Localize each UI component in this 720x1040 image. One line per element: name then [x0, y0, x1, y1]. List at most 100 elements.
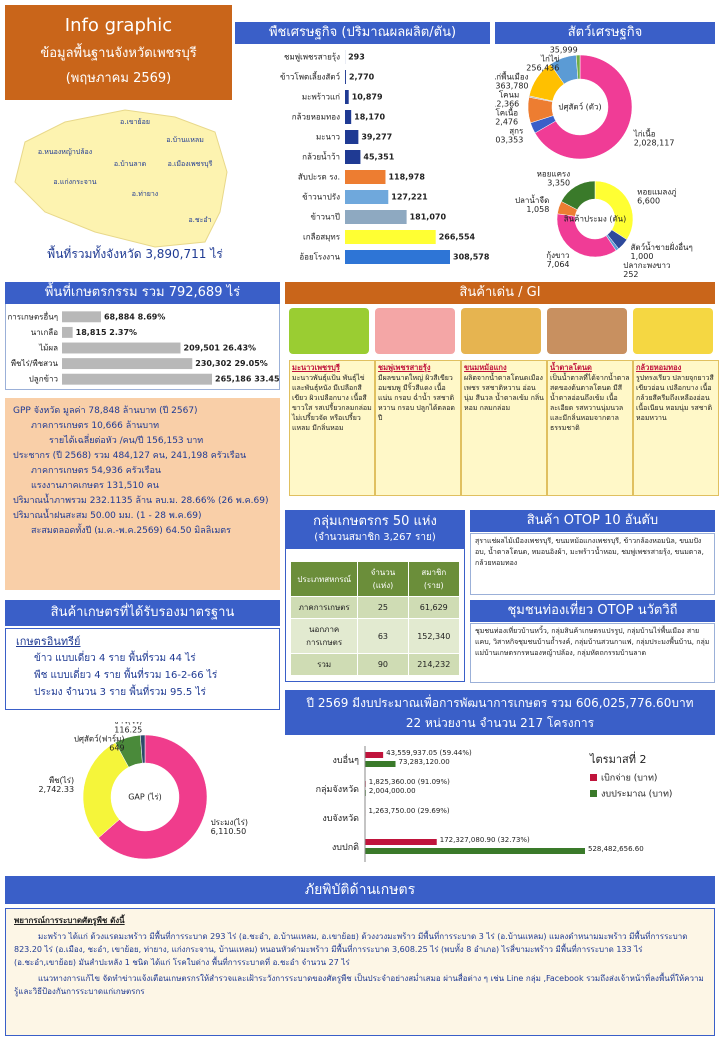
legend-swatch	[590, 774, 597, 781]
gi-desc: มีผลขนาดใหญ่ ผิวสีเขียวอมชมพู มีริ้วสีแด…	[378, 374, 455, 422]
district-label: อ.หนองหญ้าปล้อง	[38, 148, 92, 156]
slice-label: ไก่พื้นเมือง	[495, 71, 529, 82]
slice-value: 256,436	[526, 64, 559, 73]
legend-title: ไตรมาสที่ 2	[589, 751, 646, 766]
table-row: นอกภาคการเกษตร 63 152,340	[289, 618, 461, 654]
bar	[345, 230, 436, 244]
value-label: 43,559,937.05 (59.44%)	[386, 749, 472, 757]
header: Info graphic ข้อมูลพื้นฐานจังหวัดเพชรบุร…	[5, 5, 232, 100]
value-label: 2,770	[349, 73, 375, 82]
table-row: ภาคการเกษตร 25 61,629	[289, 596, 461, 619]
disaster-box: พยากรณ์การระบาดศัตรูพืช ดังนี้ มะพร้าว ไ…	[5, 908, 715, 1036]
table-cell: 61,629	[407, 596, 461, 619]
value-label: 18,815 2.37%	[76, 328, 137, 337]
district-label: อ.เขาย้อย	[120, 118, 150, 126]
category-label: กล้วยน้ำว้า	[302, 151, 340, 162]
value-label: 68,884 8.69%	[104, 312, 165, 321]
otop-title: สินค้า OTOP 10 อันดับ	[470, 510, 715, 532]
slice-value: 2,742.33	[38, 785, 74, 794]
coop-title: กลุ่มเกษตรกร 50 แห่ง	[313, 514, 437, 529]
overview-line: ภาคการเกษตร 10,666 ล้านบาท	[31, 421, 160, 431]
value-label: 172,327,080.90 (32.73%)	[440, 836, 530, 844]
bar	[345, 110, 352, 124]
category-label: พืชไร่/พืชสวน	[11, 359, 59, 368]
category-label: ไม้ผล	[38, 344, 58, 353]
gi-name: กล้วยหอมทอง	[636, 363, 682, 372]
slice-label: ปศุสัตว์(ฟาร์ม)	[74, 734, 125, 744]
coop-table: ประเภทสหกรณ์ จำนวน (แห่ง) สมาชิก (ราย) ภาคก…	[289, 561, 461, 676]
header-title: Info graphic	[64, 15, 173, 36]
center-label: ปศุสัตว์ (ตัว)	[558, 102, 601, 112]
table-cell: 152,340	[407, 618, 461, 654]
bar	[345, 130, 359, 144]
category-label: อ้อยโรงงาน	[299, 252, 340, 262]
value-label: 1,825,360.00 (91.09%)	[369, 778, 450, 786]
district-label: อ.เมืองเพชรบุรี	[168, 160, 213, 168]
category-label: ข้าวนาปี	[311, 213, 341, 222]
gi-section: สินค้าเด่น / GI มะนาวเพชรบุรี มะนาวพันธุ์…	[285, 282, 719, 496]
slice-label: ไก่เนื้อ	[633, 127, 656, 138]
gi-image	[375, 308, 455, 354]
table-cell: 63	[357, 618, 409, 654]
standard-line: ข้าว แบบเดี่ยว 4 ราย พื้นที่รวม 44 ไร่	[34, 653, 196, 664]
gi-name: มะนาวเพชรบุรี	[292, 363, 340, 372]
value-label: 2,004,000.00	[369, 787, 416, 795]
disaster-title: ภัยพิบัติด้านเกษตร	[5, 876, 715, 904]
slice-label: สุกร	[509, 127, 524, 136]
slice-value: 1,000	[631, 252, 654, 261]
value-label: 10,879	[352, 93, 383, 102]
slice	[594, 180, 634, 241]
gi-image	[547, 308, 627, 354]
slice-label: โคนม	[499, 90, 519, 100]
crops-title: พืชเศรษฐกิจ (ปริมาณผลผลิต/ตัน)	[235, 22, 490, 44]
budget-line2: 22 หน่วยงาน จำนวน 217 โครงการ	[405, 716, 595, 730]
slice-value: 35,999	[550, 46, 578, 55]
slice-label: โคเนื้อ	[495, 107, 518, 118]
bar	[345, 150, 361, 164]
overview: GPP จังหวัด มูลค่า 78,848 ล้านบาท (ปี 25…	[5, 398, 280, 590]
legend-swatch	[590, 790, 597, 797]
slice	[140, 734, 146, 764]
slice-label: ไก่ไข่	[540, 55, 559, 64]
tourism-title: ชุมชนท่องเที่ยว OTOP นวัตวิถี	[470, 600, 715, 622]
category-label: งบจังหวัด	[322, 814, 359, 824]
table-cell: รวม	[289, 653, 359, 676]
bar	[62, 311, 101, 323]
coop-subtitle: (จำนวนสมาชิก 3,267 ราย)	[314, 532, 436, 543]
overview-line: ประชากร (ปี 2568) รวม 484,127 คน, 241,19…	[13, 451, 247, 461]
slice-value: 3,350	[547, 178, 570, 187]
slice	[98, 734, 208, 860]
bar	[365, 752, 384, 758]
value-label: 18,170	[354, 113, 385, 122]
gap-chart: ประมง(ไร่)6,110.50 พืช(ไร่)2,742.33 ปศุสัต…	[38, 722, 248, 860]
slice-value: 12,366	[495, 100, 519, 109]
gi-title: สินค้าเด่น / GI	[285, 282, 715, 304]
center-label: GAP (ไร่)	[128, 793, 162, 802]
value-label: 528,482,656.60	[588, 845, 644, 853]
value-label: 209,501 26.43%	[184, 344, 257, 353]
table-cell: 25	[357, 596, 409, 619]
value-label: 73,283,120.00	[399, 758, 450, 766]
gi-image	[461, 308, 541, 354]
overview-line: ปริมาณน้ำภาพรวม 232.1135 ล้าน ลบ.ม. 28.6…	[13, 496, 269, 506]
table-cell: 90	[357, 653, 409, 676]
legend-label: งบประมาณ (บาท)	[601, 790, 672, 800]
value-label: 308,578	[453, 253, 490, 262]
value-label: 118,978	[388, 173, 425, 182]
slice-value: 649	[109, 744, 124, 753]
table-header-row: ประเภทสหกรณ์ จำนวน (แห่ง) สมาชิก (ราย)	[289, 561, 461, 597]
slice-label: หอยแมลงภู่	[637, 188, 676, 198]
category-label: ข้าวนาปรัง	[302, 193, 340, 202]
bar	[345, 170, 386, 184]
gi-image	[289, 308, 369, 354]
value-label: 45,351	[363, 153, 394, 162]
center-label: สินค้าประมง (ตัน)	[564, 215, 627, 224]
value-label: 265,186 33.45%	[215, 375, 279, 384]
total-area: พื้นที่รวมทั้งจังหวัด 3,890,711 ไร่	[47, 247, 223, 261]
bar	[345, 210, 407, 224]
overview-line: แรงงานภาคเกษตร 131,510 คน	[31, 481, 159, 491]
disaster-heading: พยากรณ์การระบาดศัตรูพืช ดังนี้	[14, 916, 125, 925]
livestock-title: สัตว์เศรษฐกิจ	[495, 22, 715, 44]
slice	[560, 180, 596, 211]
coop-header: กลุ่มเกษตรกร 50 แห่ง (จำนวนสมาชิก 3,267 …	[286, 511, 464, 549]
